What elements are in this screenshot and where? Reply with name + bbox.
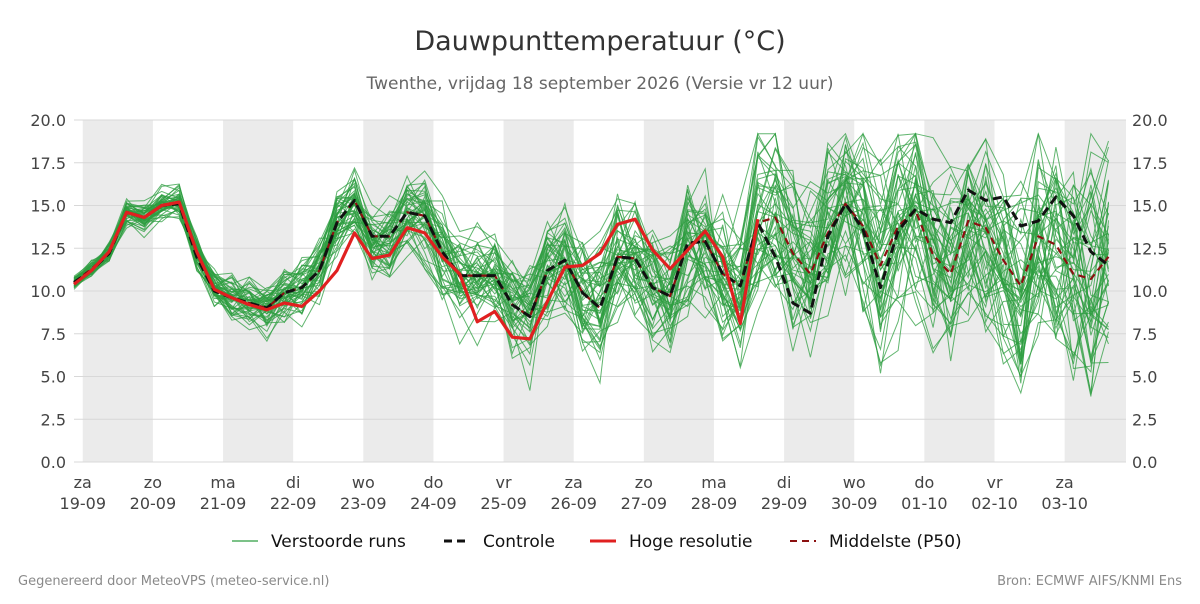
x-tick-date: 03-10	[1041, 494, 1088, 513]
x-tick-date: 26-09	[550, 494, 597, 513]
ensemble-member-line	[73, 178, 1109, 378]
x-tick-date: 28-09	[691, 494, 738, 513]
y-tick-label: 2.5	[41, 410, 66, 429]
ensemble-member-line	[73, 132, 1109, 385]
y-tick-label-right: 7.5	[1132, 325, 1157, 344]
ensemble-member-line	[73, 132, 1109, 364]
main-series	[73, 188, 1110, 341]
x-tick-date: 20-09	[130, 494, 177, 513]
x-tick-day: vr	[496, 473, 512, 492]
y-tick-label: 0.0	[41, 453, 66, 472]
ensemble-member-line	[73, 167, 1109, 367]
y-tick-label: 20.0	[30, 111, 66, 130]
y-tick-label-right: 5.0	[1132, 368, 1157, 387]
x-tick-date: 23-09	[340, 494, 387, 513]
x-tick-day: vr	[986, 473, 1002, 492]
hires-line	[73, 200, 760, 341]
y-tick-label-right: 17.5	[1132, 154, 1168, 173]
x-tick-date: 27-09	[621, 494, 668, 513]
ensemble-member-line	[73, 133, 1109, 370]
x-tick-day: wo	[843, 473, 866, 492]
ensemble-member-line	[73, 133, 1109, 344]
x-tick-day: wo	[352, 473, 375, 492]
x-tick-day: di	[777, 473, 792, 492]
y-tick-label-right: 20.0	[1132, 111, 1168, 130]
y-tick-label: 10.0	[30, 282, 66, 301]
x-tick-date: 30-09	[831, 494, 878, 513]
chart-title: Dauwpunttemperatuur (°C)	[414, 26, 785, 57]
y-axis-left: 0.0 2.5 5.0 7.5 10.0 12.5 15.0 17.5 20.0	[30, 111, 66, 472]
ensemble-member-line	[73, 163, 1109, 360]
x-tick-day: do	[423, 473, 443, 492]
x-tick-day: za	[565, 473, 583, 492]
y-tick-label: 5.0	[41, 368, 66, 387]
x-tick-day: do	[914, 473, 934, 492]
ensemble-member-line	[73, 147, 1109, 391]
x-tick-date: 29-09	[761, 494, 808, 513]
x-tick-date: 02-10	[971, 494, 1018, 513]
x-tick-day: za	[74, 473, 92, 492]
legend-control-label: Controle	[483, 532, 555, 552]
y-tick-label: 12.5	[30, 239, 66, 258]
x-tick-day: ma	[210, 473, 235, 492]
x-tick-date: 25-09	[480, 494, 527, 513]
ensemble-member-line	[73, 132, 1109, 362]
ensemble-member-line	[73, 159, 1109, 327]
ensemble-member-line	[73, 165, 1109, 364]
control-line	[73, 188, 1110, 319]
y-tick-label: 17.5	[30, 154, 66, 173]
chart-subtitle: Twenthe, vrijdag 18 september 2026 (Vers…	[366, 74, 834, 94]
y-tick-label-right: 12.5	[1132, 239, 1168, 258]
y-tick-label: 15.0	[30, 197, 66, 216]
x-tick-day: zo	[144, 473, 162, 492]
median-line	[73, 199, 1110, 318]
legend-hires-label: Hoge resolutie	[629, 532, 753, 552]
y-axis-right: 0.0 2.5 5.0 7.5 10.0 12.5 15.0 17.5 20.0	[1132, 111, 1168, 472]
y-tick-label-right: 0.0	[1132, 453, 1157, 472]
x-axis: za 19-09 zo 20-09 ma 21-09 di 22-09 wo 23-09 do 24-…	[60, 473, 1088, 513]
ensemble-member-line	[73, 190, 1109, 361]
y-tick-label: 7.5	[41, 325, 66, 344]
x-tick-date: 22-09	[270, 494, 317, 513]
y-tick-label-right: 15.0	[1132, 197, 1168, 216]
footer-generated-by: Gegenereerd door MeteoVPS (meteo-service…	[18, 574, 329, 589]
y-tick-label-right: 10.0	[1132, 282, 1168, 301]
x-tick-day: di	[286, 473, 301, 492]
x-tick-day: zo	[635, 473, 653, 492]
x-tick-day: za	[1056, 473, 1074, 492]
ensemble-member-line	[73, 140, 1109, 365]
y-tick-label-right: 2.5	[1132, 410, 1157, 429]
x-tick-date: 19-09	[60, 494, 107, 513]
legend-ensemble-label: Verstoorde runs	[271, 532, 406, 552]
x-tick-date: 24-09	[410, 494, 457, 513]
x-tick-date: 21-09	[200, 494, 247, 513]
x-tick-day: ma	[701, 473, 726, 492]
x-tick-date: 01-10	[901, 494, 948, 513]
ensemble-member-line	[73, 132, 1109, 328]
ensemble-member-line	[73, 198, 1109, 354]
ensemble-member-line	[73, 133, 1109, 339]
footer-source: Bron: ECMWF AIFS/KNMI Ens	[997, 574, 1182, 589]
legend: Verstoorde runs Controle Hoge resolutie …	[232, 532, 962, 552]
legend-median-label: Middelste (P50)	[829, 532, 962, 552]
